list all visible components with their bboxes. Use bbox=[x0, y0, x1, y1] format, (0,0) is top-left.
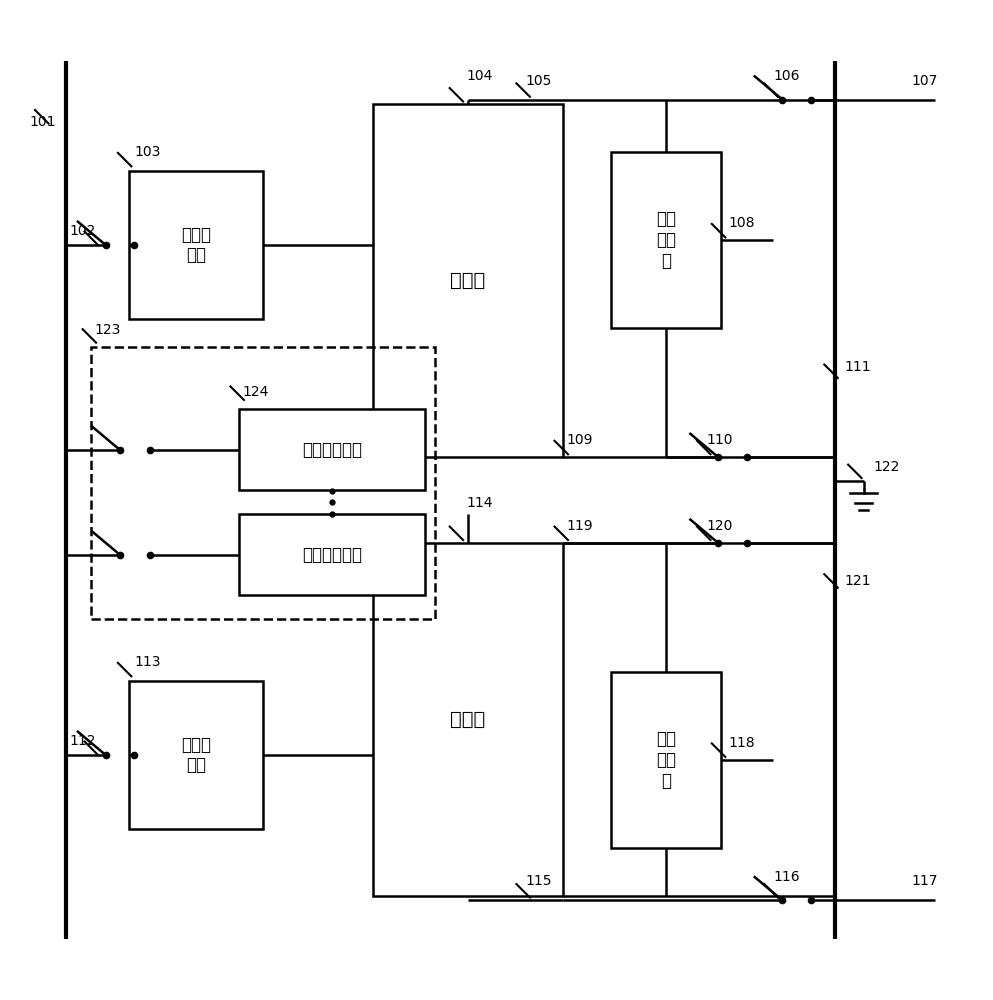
Text: 换流变
压器: 换流变 压器 bbox=[181, 226, 212, 264]
Bar bbox=[611, 152, 721, 328]
Text: 120: 120 bbox=[707, 519, 733, 533]
Text: 113: 113 bbox=[134, 655, 161, 669]
Text: 112: 112 bbox=[70, 734, 96, 748]
Text: 直流
滤波
器: 直流 滤波 器 bbox=[655, 210, 675, 270]
Text: 116: 116 bbox=[773, 870, 799, 884]
Text: 106: 106 bbox=[773, 69, 799, 83]
Text: 114: 114 bbox=[466, 496, 493, 510]
Text: 108: 108 bbox=[728, 216, 755, 230]
Bar bbox=[239, 514, 425, 595]
Bar bbox=[129, 681, 263, 829]
Text: 104: 104 bbox=[466, 69, 493, 83]
Text: 110: 110 bbox=[707, 433, 733, 447]
Text: 107: 107 bbox=[912, 74, 937, 88]
Text: 122: 122 bbox=[873, 460, 900, 474]
Text: 118: 118 bbox=[728, 736, 755, 750]
Text: 124: 124 bbox=[242, 385, 268, 399]
Text: 119: 119 bbox=[566, 519, 593, 533]
Text: 103: 103 bbox=[134, 145, 161, 159]
Text: 交流滤波器组: 交流滤波器组 bbox=[302, 546, 362, 564]
Bar bbox=[239, 409, 425, 490]
Bar bbox=[372, 543, 563, 896]
Text: 111: 111 bbox=[844, 360, 871, 374]
Bar bbox=[372, 104, 563, 457]
Text: 换流器: 换流器 bbox=[450, 271, 486, 290]
Text: 105: 105 bbox=[525, 74, 551, 88]
Bar bbox=[129, 171, 263, 319]
Text: 109: 109 bbox=[566, 433, 593, 447]
Text: 交流滤波器组: 交流滤波器组 bbox=[302, 441, 362, 459]
Text: 直流
滤波
器: 直流 滤波 器 bbox=[655, 730, 675, 790]
Text: 101: 101 bbox=[30, 115, 56, 129]
Bar bbox=[611, 672, 721, 848]
Text: 123: 123 bbox=[94, 323, 120, 337]
Bar bbox=[91, 347, 435, 619]
Text: 102: 102 bbox=[70, 224, 95, 238]
Text: 121: 121 bbox=[844, 574, 871, 588]
Text: 换流变
压器: 换流变 压器 bbox=[181, 736, 212, 774]
Text: 117: 117 bbox=[912, 874, 937, 888]
Text: 换流器: 换流器 bbox=[450, 710, 486, 729]
Text: 115: 115 bbox=[525, 874, 551, 888]
